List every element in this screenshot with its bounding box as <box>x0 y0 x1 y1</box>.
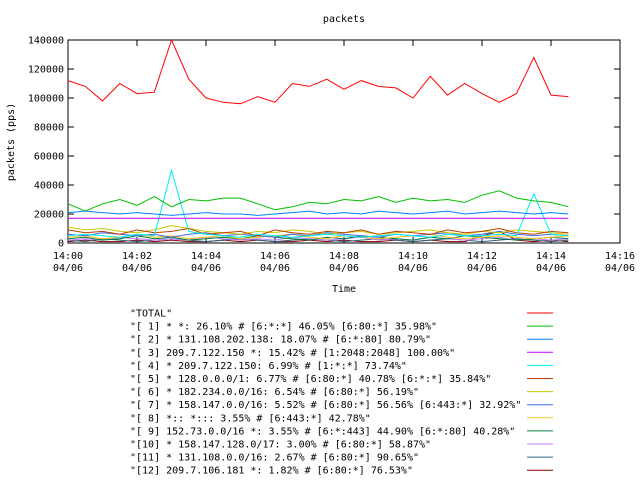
x-tick-date: 04/06 <box>605 263 635 274</box>
legend-label: "[ 1] * *: 26.10% # [6:*:*] 46.05% [6:80… <box>130 322 437 333</box>
x-tick-label: 14:06 <box>260 251 290 262</box>
legend-label: "[11] * 131.108.0.0/16: 2.67% # [6:80:*]… <box>130 453 419 464</box>
x-tick-date: 04/06 <box>467 263 497 274</box>
y-tick-label: 60000 <box>34 152 64 163</box>
x-tick-date: 04/06 <box>53 263 83 274</box>
series-line <box>67 233 569 240</box>
legend-label: "[ 6] * 182.234.0.0/16: 6.54% # [6:80:*]… <box>130 387 419 398</box>
x-tick-date: 04/06 <box>536 263 566 274</box>
y-tick-label: 80000 <box>34 123 64 134</box>
series-line <box>67 190 569 212</box>
y-tick-label: 100000 <box>28 94 64 105</box>
x-tick-date: 04/06 <box>122 263 152 274</box>
y-axis-label: packets (pps) <box>6 103 17 181</box>
x-tick-date: 04/06 <box>260 263 290 274</box>
series-line <box>67 210 569 216</box>
legend-label: "[ 8] *:: *::: 3.55% # [6:443:*] 42.78%" <box>130 413 371 424</box>
y-tick-label: 20000 <box>34 210 64 221</box>
series-line <box>67 38 569 105</box>
x-axis-label: Time <box>332 284 356 295</box>
legend-label: "[ 2] * 131.108.202.138: 18.07% # [6:*:8… <box>130 335 431 346</box>
y-tick-label: 120000 <box>28 65 64 76</box>
series-line <box>67 230 569 238</box>
x-tick-label: 14:02 <box>122 251 152 262</box>
series-line <box>67 236 569 241</box>
x-tick-date: 04/06 <box>191 263 221 274</box>
series-line <box>67 168 569 238</box>
x-tick-label: 14:04 <box>191 251 221 262</box>
series-line <box>67 227 569 237</box>
legend-label: "[ 7] * 158.147.0.0/16: 5.52% # [6:80:*]… <box>130 400 521 411</box>
x-tick-label: 14:14 <box>536 251 566 262</box>
x-tick-label: 14:08 <box>329 251 359 262</box>
x-tick-label: 14:00 <box>53 251 83 262</box>
legend-label: "[ 5] * 128.0.0.0/1: 6.77% # [6:80:*] 40… <box>130 374 491 385</box>
x-tick-label: 14:16 <box>605 251 635 262</box>
x-tick-label: 14:12 <box>467 251 497 262</box>
legend-label: "[ 9] 152.73.0.0/16 *: 3.55% # [6:*:443]… <box>130 426 515 437</box>
y-tick-label: 40000 <box>34 181 64 192</box>
legend-label: "TOTAL" <box>130 309 172 320</box>
x-tick-date: 04/06 <box>329 263 359 274</box>
chart-title: packets <box>323 14 365 25</box>
x-tick-label: 14:10 <box>398 251 428 262</box>
legend-label: "[ 3] 209.7.122.150 *: 15.42% # [1:2048:… <box>130 348 455 359</box>
legend-label: "[ 4] * 209.7.122.150: 6.99% # [1:*:*] 7… <box>130 361 407 372</box>
y-tick-label: 140000 <box>28 36 64 47</box>
legend-label: "[12] 209.7.106.181 *: 1.82% # [6:80:*] … <box>130 466 413 477</box>
legend-label: "[10] * 158.147.128.0/17: 3.00% # [6:80:… <box>130 440 431 451</box>
x-tick-date: 04/06 <box>398 263 428 274</box>
y-tick-label: 0 <box>58 239 64 250</box>
